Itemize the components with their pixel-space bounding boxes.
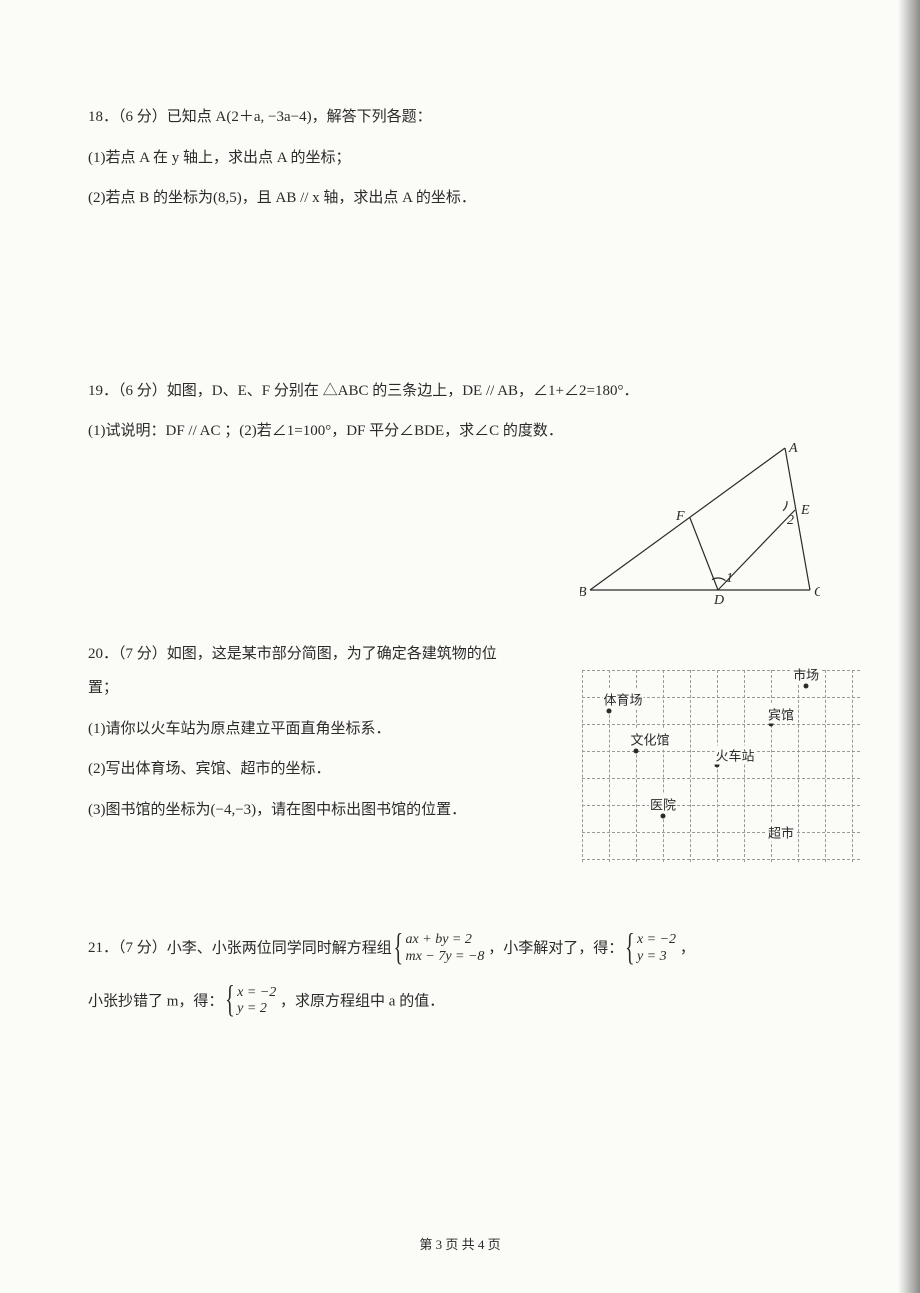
sol-li-r1: x = −2 [637,932,676,949]
answer-space-20 [88,871,832,931]
page-footer: 第 3 页 共 4 页 [0,1234,920,1253]
q18-stem: 已知点 A(2＋a, −3a−4)，解答下列各题： [167,109,432,125]
question-21: 21．（7 分）小李、小张两位同学同时解方程组 ax + by = 2 mx −… [88,931,832,1019]
question-19: 19．（6 分）如图，D、E、F 分别在 △ABC 的三条边上，DE // AB… [88,374,832,449]
q19-number: 19． [88,383,118,399]
svg-text:2: 2 [787,513,794,528]
figure-city-map: 市场体育场宾馆文化馆火车站医院超市 [582,670,860,862]
q21-line2: 小张抄错了 m，得： x = −2 y = 2 ，求原方程组中 a 的值． [88,984,832,1019]
sol-zhang-r2: y = 2 [237,1001,276,1018]
q20-sub2: (2)写出体育场、宾馆、超市的坐标． [88,752,522,787]
map-dot-market [804,684,809,689]
sol-li-r2: y = 3 [637,949,676,966]
q18-sub1: (1)若点 A 在 y 轴上，求出点 A 的坐标； [88,141,832,176]
q21-points: （7 分） [118,940,167,956]
scan-edge-shadow [898,0,920,1293]
svg-text:D: D [713,593,724,605]
map-label-hotel: 宾馆 [767,705,795,724]
q21-line2-b: ，求原方程组中 a 的值． [280,993,444,1009]
q19-stem: 如图，D、E、F 分别在 △ABC 的三条边上，DE // AB，∠1+∠2=1… [167,383,639,399]
q21-stem-b: ，小李解对了，得： [488,940,623,956]
map-label-hospital: 医院 [649,794,677,813]
q21-line2-a: 小张抄错了 m，得： [88,993,223,1009]
svg-text:C: C [814,585,820,600]
map-dot-hospital [661,813,666,818]
figure-triangle: A B C D E F 1 2 [580,440,820,605]
q21-number: 21． [88,940,118,956]
map-label-super: 超市 [767,823,795,842]
map-label-culture: 文化馆 [629,730,670,749]
answer-space-18 [88,254,832,374]
page-container: 18．（6 分）已知点 A(2＋a, −3a−4)，解答下列各题： (1)若点 … [0,0,920,1293]
q20-number: 20． [88,646,118,662]
map-dot-culture [634,749,639,754]
solution-zhang: x = −2 y = 2 [227,985,276,1019]
map-label-stadium: 体育场 [602,689,643,708]
question-18: 18．（6 分）已知点 A(2＋a, −3a−4)，解答下列各题： (1)若点 … [88,100,832,216]
system-main: ax + by = 2 mx − 7y = −8 [396,932,485,966]
q20-points: （7 分） [118,646,167,662]
q18-number: 18． [88,109,118,125]
q21-line1: 21．（7 分）小李、小张两位同学同时解方程组 ax + by = 2 mx −… [88,931,832,966]
q20-stem-line: 20．（7 分）如图，这是某市部分简图，为了确定各建筑物的位置； [88,637,522,706]
q20-sub1: (1)请你以火车站为原点建立平面直角坐标系． [88,712,522,747]
map-label-market: 市场 [792,665,820,684]
sys-main-r2: mx − 7y = −8 [406,949,485,966]
svg-text:F: F [675,509,685,524]
sys-main-r1: ax + by = 2 [406,932,485,949]
q18-points: （6 分） [118,109,167,125]
svg-text:1: 1 [726,571,733,586]
solution-li: x = −2 y = 3 [627,932,676,966]
triangle-svg: A B C D E F 1 2 [580,440,820,605]
q18-sub2: (2)若点 B 的坐标为(8,5)，且 AB // x 轴，求出点 A 的坐标． [88,181,832,216]
sol-zhang-r1: x = −2 [237,985,276,1002]
q21-stem-a: 小李、小张两位同学同时解方程组 [167,940,392,956]
q20-sub3: (3)图书馆的坐标为(−4,−3)，请在图中标出图书馆的位置． [88,793,522,828]
map-dot-stadium [607,708,612,713]
svg-text:A: A [788,441,798,456]
q18-stem-line: 18．（6 分）已知点 A(2＋a, −3a−4)，解答下列各题： [88,100,832,135]
map-label-train: 火车站 [714,745,755,764]
q19-points: （6 分） [118,383,167,399]
q19-stem-line: 19．（6 分）如图，D、E、F 分别在 △ABC 的三条边上，DE // AB… [88,374,832,409]
svg-text:B: B [580,585,587,600]
svg-text:E: E [800,503,810,518]
q21-stem-c: ， [680,940,695,956]
